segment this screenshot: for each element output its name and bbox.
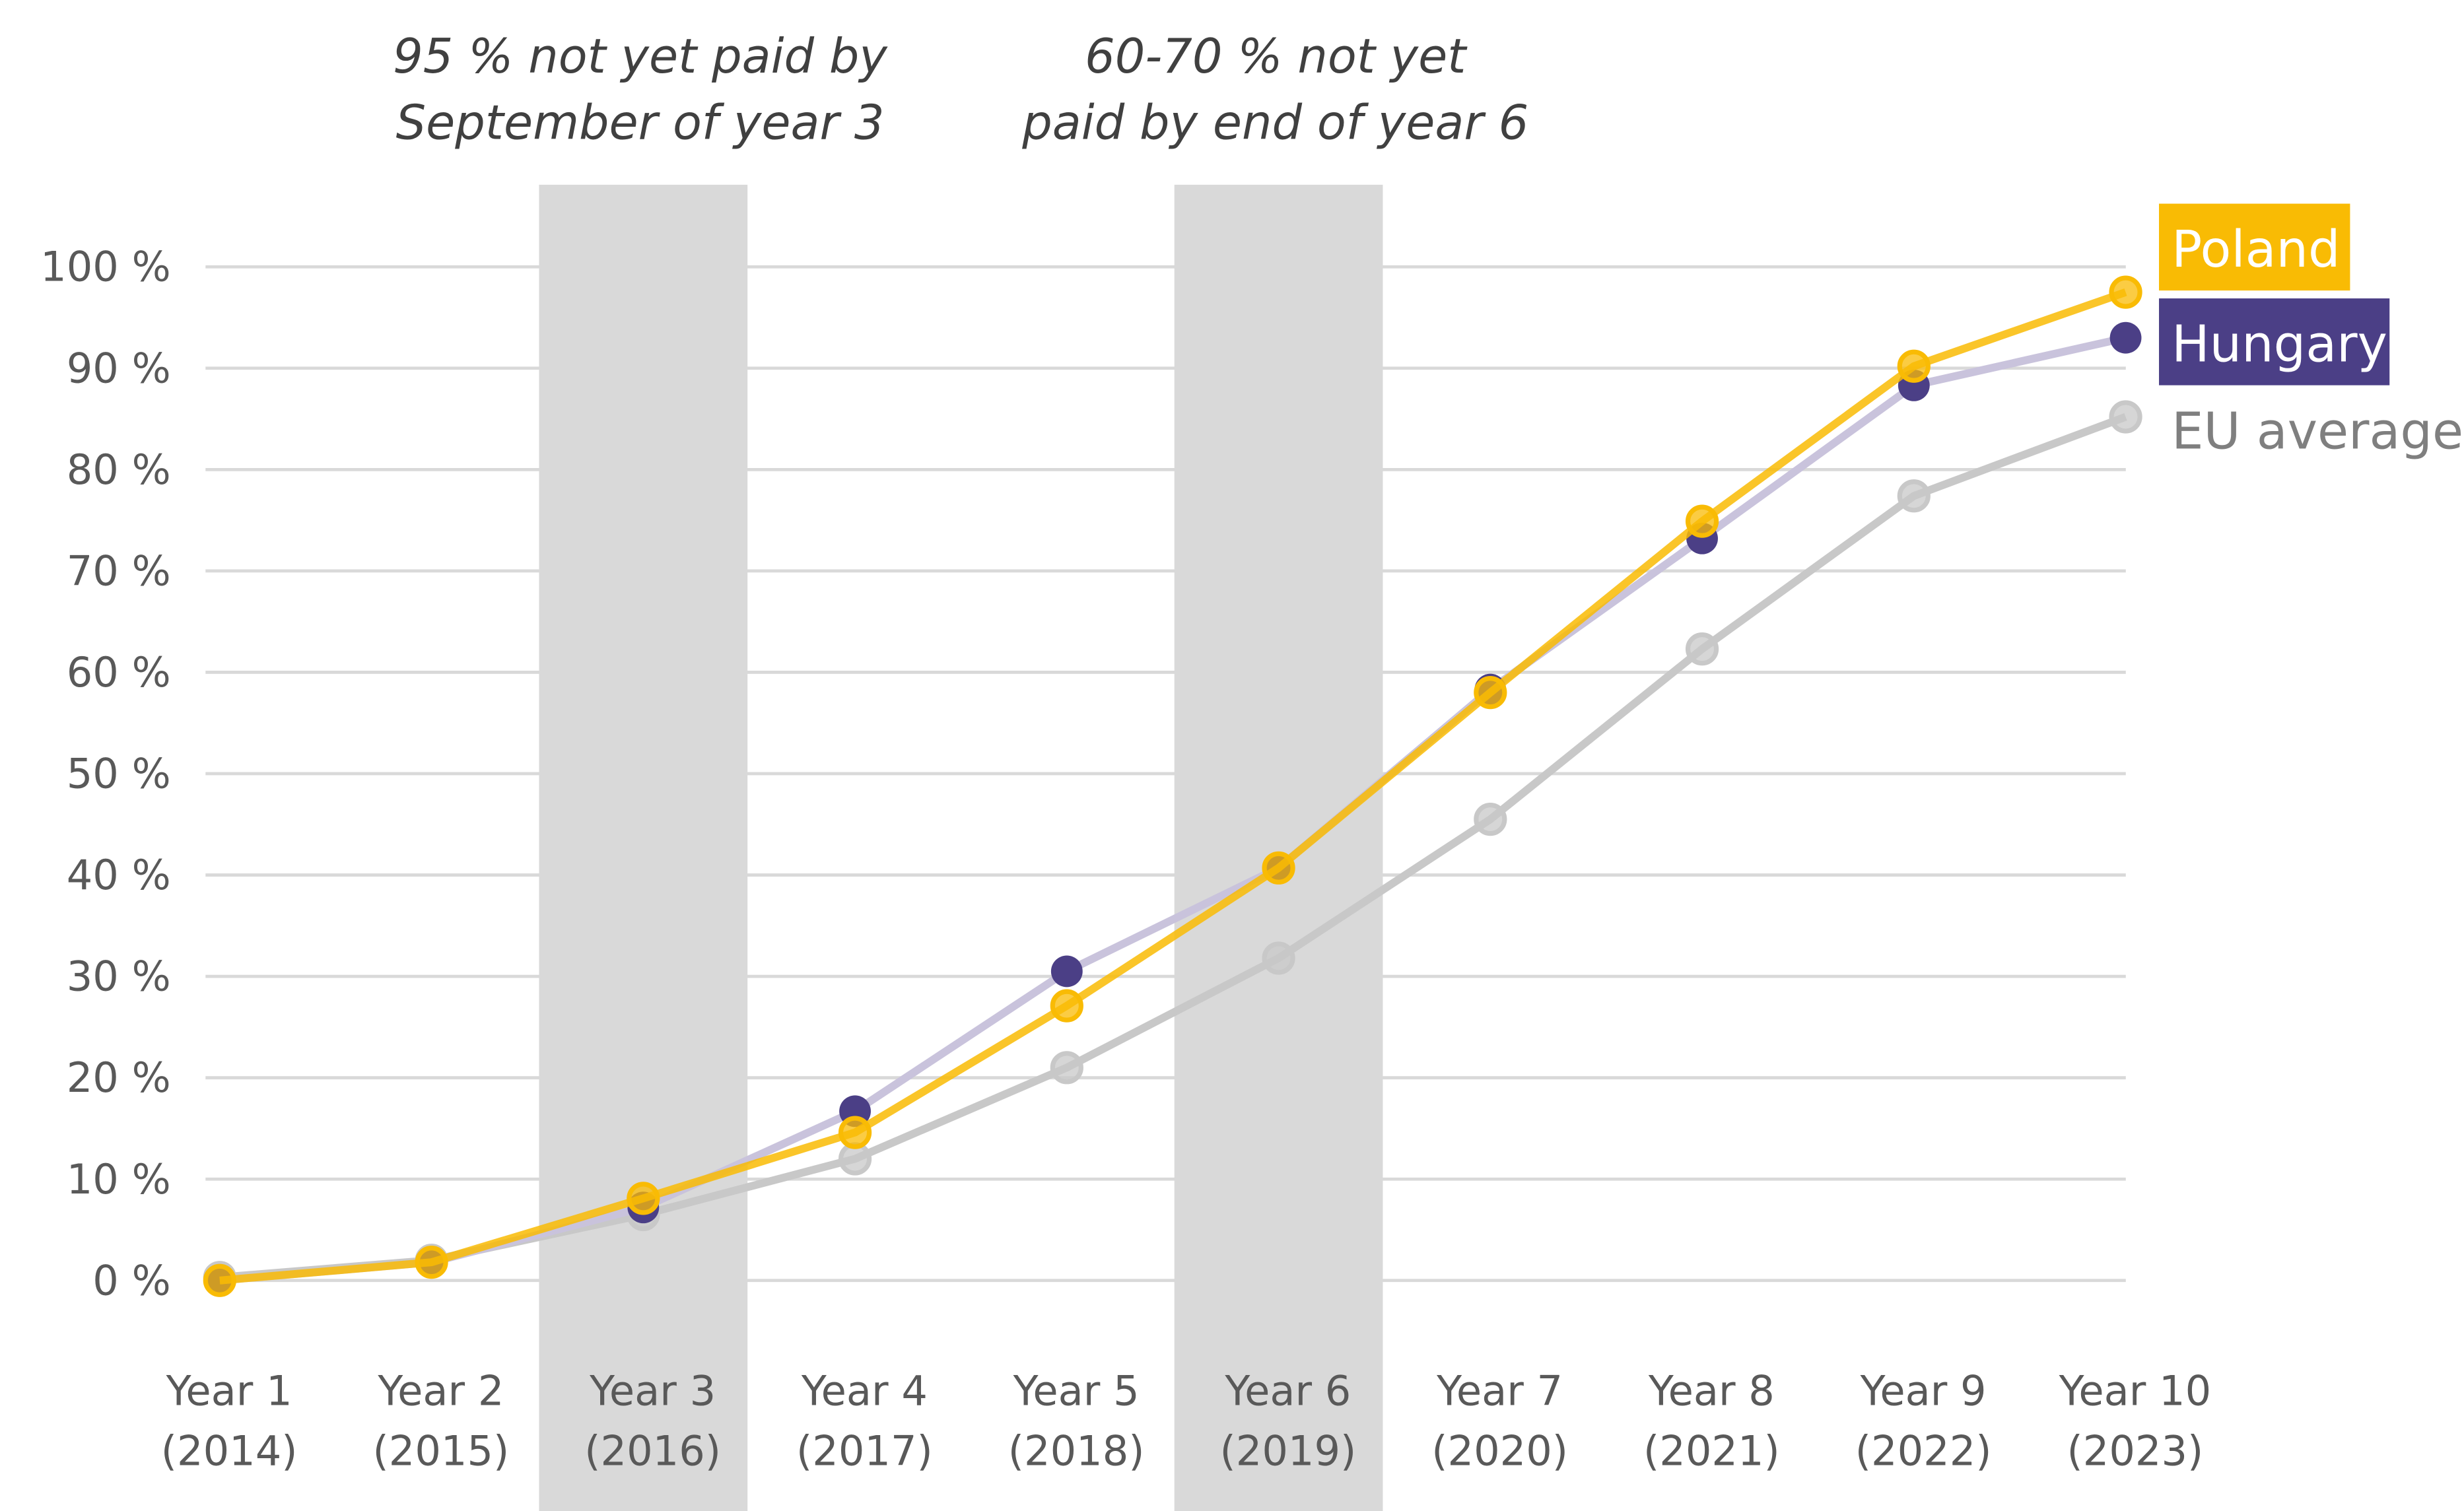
legend-label-poland: Poland [2172,220,2340,279]
legend-swatch-hungary [2159,298,2390,386]
data-point [2109,321,2142,354]
data-point [838,1116,872,1149]
y-tick-label: 60 % [67,648,171,696]
data-point [1897,349,1931,383]
x-tick-label: (2022) [1855,1427,1992,1475]
data-point [1050,955,1083,988]
x-tick-label: Year 2 [377,1367,504,1415]
annotation-text: 95 % not yet paid by [393,28,888,84]
y-tick-label: 90 % [67,344,171,392]
data-point [1685,632,1719,666]
data-point [2109,400,2142,434]
y-tick-label: 50 % [67,750,171,798]
x-tick-label: Year 8 [1648,1367,1775,1415]
y-tick-label: 40 % [67,851,171,899]
x-tick-label: (2015) [373,1427,510,1475]
series-line [219,288,2127,1285]
x-tick-label: Year 3 [589,1367,716,1415]
x-tick-label: (2017) [796,1427,933,1475]
legend-label-eu-average: EU average [2172,402,2463,461]
data-point [1897,479,1931,513]
x-tick-label: Year 10 [2059,1367,2212,1415]
y-tick-label: 0 % [92,1256,170,1304]
data-point [1474,802,1507,836]
x-tick-label: Year 5 [1013,1367,1140,1415]
annotation-text: 60-70 % not yet [1085,28,1468,84]
y-tick-label: 30 % [67,953,171,1001]
x-tick-label: (2021) [1643,1427,1780,1475]
x-tick-label: (2019) [1220,1427,1357,1475]
x-tick-label: (2016) [584,1427,721,1475]
legend-label-hungary: Hungary [2172,316,2387,374]
y-tick-label: 10 % [67,1155,171,1203]
legend-swatch-poland [2159,203,2350,291]
x-tick-label: Year 9 [1860,1367,1987,1415]
data-point [1474,676,1507,710]
series-line [219,333,2127,1285]
x-tick-label: (2014) [161,1427,298,1475]
x-tick-label: Year 1 [166,1367,292,1415]
x-tick-label: (2020) [1431,1427,1568,1475]
data-point [2109,275,2142,309]
x-tick-label: Year 4 [801,1367,928,1415]
x-tick-label: (2018) [1008,1427,1145,1475]
data-point [203,1263,236,1297]
annotation-text: September of year 3 [396,94,885,150]
y-tick-label: 100 % [40,243,171,291]
data-point [627,1182,660,1215]
data-point [1262,941,1295,975]
y-tick-label: 70 % [67,547,171,595]
data-point [1262,851,1295,885]
x-tick-label: Year 7 [1436,1367,1563,1415]
y-tick-label: 80 % [67,446,171,494]
y-tick-label: 20 % [67,1054,171,1102]
data-point [1685,504,1719,538]
data-point [1050,989,1083,1023]
x-tick-label: Year 6 [1224,1367,1351,1415]
highlight-band [539,184,748,1511]
data-point [1050,1051,1083,1085]
x-tick-label: (2023) [2067,1427,2204,1475]
series-line [219,413,2127,1282]
data-point [415,1246,448,1279]
annotation-text: paid by end of year 6 [1021,94,1528,150]
highlight-band [1174,184,1383,1511]
